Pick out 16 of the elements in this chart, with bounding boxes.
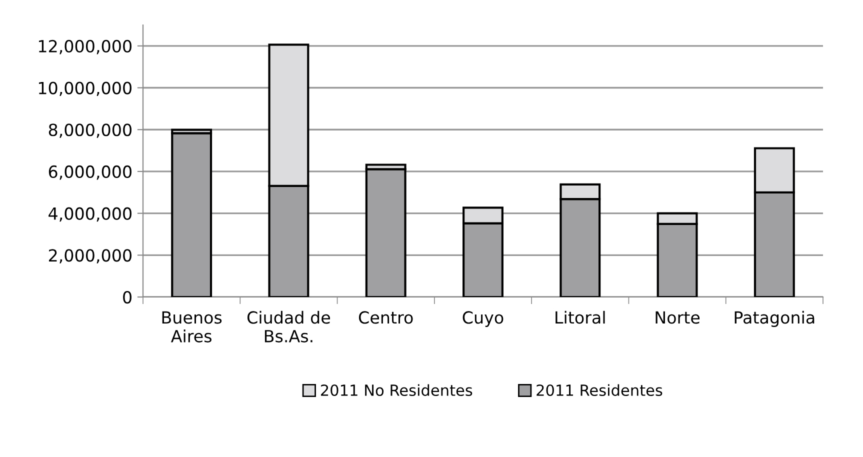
- x-tick-label: Litoral: [556, 310, 605, 324]
- legend-label: 2011 No Residentes: [320, 384, 472, 396]
- x-tick-label: Norte: [656, 311, 700, 324]
- y-tick-label: 4,000,000: [48, 207, 132, 222]
- y-tick-label: 10,000,000: [38, 82, 132, 96]
- y-tick-label: 2,000,000: [48, 249, 132, 264]
- x-tick-label: Centro: [358, 311, 413, 324]
- y-tick-label: 12,000,000: [38, 40, 132, 54]
- y-tick-label: 8,000,000: [48, 124, 132, 138]
- x-tick-label: Cuyo: [462, 311, 504, 328]
- y-tick-label: 6,000,000: [48, 165, 132, 180]
- y-tick-label: 0: [123, 290, 132, 304]
- legend-label: 2011 Residentes: [536, 384, 662, 396]
- x-tick-label: Patagonia: [734, 310, 814, 328]
- x-tick-label: Ciudad de Bs.As.: [247, 310, 330, 342]
- x-tick-label: Buenos Aires: [162, 311, 222, 342]
